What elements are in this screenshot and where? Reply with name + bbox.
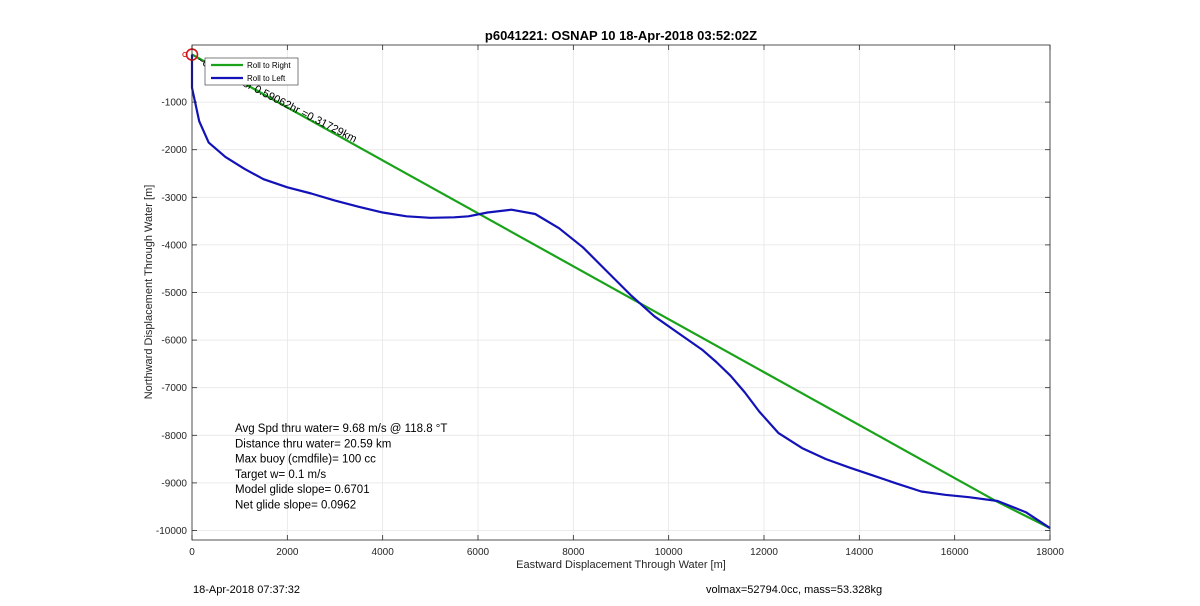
- legend: Roll to Right Roll to Left: [204, 57, 299, 86]
- y-tick-label: -8000: [161, 431, 187, 442]
- x-tick-label: 6000: [467, 547, 490, 558]
- y-axis-label: Northward Displacement Through Water [m]: [143, 185, 155, 400]
- footer-volmax-mass: volmax=52794.0cc, mass=53.328kg: [706, 584, 883, 596]
- y-tick-label: -6000: [161, 336, 187, 347]
- y-tick-label: -4000: [161, 240, 187, 251]
- y-tick-label: -5000: [161, 288, 187, 299]
- chart-title: p6041221: OSNAP 10 18-Apr-2018 03:52:02Z: [485, 28, 757, 43]
- stats-line: Distance thru water= 20.59 km: [235, 438, 391, 450]
- y-tick-label: -2000: [161, 145, 187, 156]
- stats-line: Net glide slope= 0.0962: [235, 500, 356, 512]
- x-tick-label: 14000: [845, 547, 873, 558]
- stats-line: Model glide slope= 0.6701: [235, 484, 370, 496]
- series-line-roll-to-left: [190, 54, 1051, 530]
- stats-line: Avg Spd thru water= 9.68 m/s @ 118.8 °T: [235, 423, 447, 435]
- x-tick-label: 8000: [562, 547, 585, 558]
- stats-block: Avg Spd thru water= 9.68 m/s @ 118.8 °T D…: [235, 423, 447, 512]
- y-tick-label: -10000: [156, 526, 188, 537]
- x-tick-label: 0: [189, 547, 195, 558]
- legend-box: [204, 57, 299, 86]
- legend-label: Roll to Left: [247, 74, 286, 83]
- x-tick-label: 18000: [1036, 547, 1064, 558]
- x-axis-label: Eastward Displacement Through Water [m]: [516, 559, 726, 571]
- x-tick-label: 12000: [750, 547, 778, 558]
- tick-layer: 0 2000 4000 6000 8000 10000 12000 14000 16000 180…: [156, 45, 1064, 558]
- y-tick-label: -9000: [161, 478, 187, 489]
- y-tick-label: -1000: [161, 98, 187, 109]
- x-tick-label: 10000: [655, 547, 683, 558]
- x-tick-label: 4000: [372, 547, 395, 558]
- legend-label: Roll to Right: [247, 61, 291, 70]
- y-tick-label: -7000: [161, 383, 187, 394]
- footer-timestamp: 18-Apr-2018 07:37:32: [193, 584, 301, 596]
- x-tick-label: 2000: [276, 547, 299, 558]
- stats-line: Max buoy (cmdfile)= 100 cc: [235, 454, 376, 466]
- stats-line: Target w= 0.1 m/s: [235, 469, 326, 481]
- x-tick-label: 16000: [941, 547, 969, 558]
- y-tick-label: -3000: [161, 193, 187, 204]
- start-marker-small: [182, 51, 188, 58]
